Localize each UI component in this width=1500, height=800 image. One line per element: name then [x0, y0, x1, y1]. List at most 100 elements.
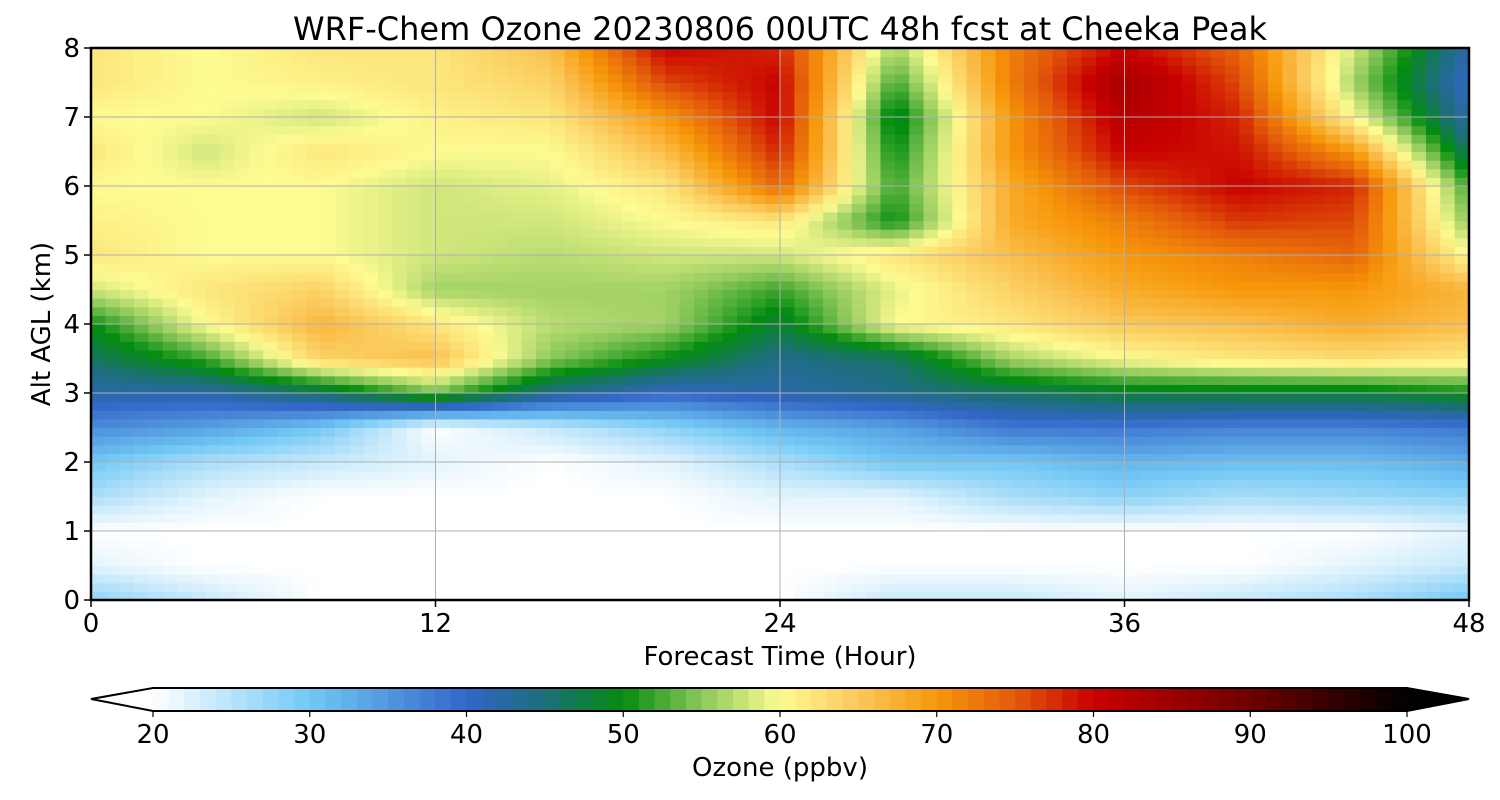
heatmap-cell: [435, 151, 451, 161]
heatmap-cell: [937, 194, 953, 204]
heatmap-cell: [1124, 496, 1140, 506]
heatmap-cell: [564, 349, 580, 360]
heatmap-cell: [392, 531, 408, 541]
heatmap-cell: [823, 565, 839, 575]
heatmap-cell: [1009, 349, 1025, 360]
heatmap-cell: [91, 565, 106, 575]
heatmap-cell: [162, 453, 178, 463]
heatmap-cell: [722, 220, 738, 230]
heatmap-cell: [1095, 470, 1111, 480]
heatmap-cell: [851, 462, 867, 472]
heatmap-cell: [1067, 418, 1083, 429]
heatmap-cell: [823, 470, 839, 480]
heatmap-cell: [1282, 349, 1298, 360]
heatmap-cell: [91, 142, 106, 153]
heatmap-cell: [1339, 427, 1355, 437]
heatmap-cell: [1425, 539, 1441, 549]
heatmap-cell: [277, 393, 293, 403]
heatmap-cell: [650, 479, 666, 489]
heatmap-cell: [177, 211, 193, 222]
heatmap-cell: [1009, 229, 1025, 239]
heatmap-cell: [1052, 237, 1068, 247]
heatmap-cell: [952, 280, 968, 291]
heatmap-cell: [478, 160, 494, 170]
heatmap-cell: [291, 186, 307, 196]
heatmap-cell: [435, 220, 451, 230]
heatmap-cell: [1440, 220, 1456, 230]
heatmap-cell: [449, 496, 465, 506]
heatmap-cell: [378, 177, 394, 187]
heatmap-cell: [607, 186, 623, 196]
heatmap-cell: [593, 229, 609, 239]
heatmap-cell: [607, 255, 623, 265]
heatmap-cell: [177, 505, 193, 515]
heatmap-cell: [1138, 220, 1154, 230]
heatmap-cell: [492, 272, 508, 282]
heatmap-cell: [91, 160, 106, 170]
heatmap-cell: [1382, 505, 1398, 515]
heatmap-cell: [607, 427, 623, 437]
heatmap-cell: [105, 582, 121, 592]
heatmap-cell: [134, 453, 150, 463]
heatmap-cell: [923, 401, 939, 411]
heatmap-cell: [177, 496, 193, 506]
heatmap-cell: [1024, 229, 1039, 239]
heatmap-cell: [593, 289, 609, 299]
heatmap-cell: [1024, 203, 1039, 213]
heatmap-cell: [894, 556, 910, 567]
heatmap-cell: [1382, 358, 1398, 368]
heatmap-cell: [636, 574, 652, 584]
heatmap-cell: [464, 358, 480, 368]
heatmap-cell: [780, 168, 795, 178]
heatmap-cell: [291, 263, 307, 273]
heatmap-cell: [421, 186, 437, 196]
heatmap-cell: [378, 186, 394, 196]
heatmap-cell: [622, 160, 638, 170]
heatmap-cell: [406, 367, 422, 377]
heatmap-cell: [794, 306, 810, 316]
heatmap-cell: [1268, 263, 1283, 273]
heatmap-cell: [421, 349, 437, 360]
heatmap-cell: [1196, 367, 1212, 377]
heatmap-cell: [1325, 453, 1341, 463]
heatmap-cell: [665, 470, 681, 480]
heatmap-cell: [435, 479, 451, 489]
heatmap-cell: [378, 496, 394, 506]
heatmap-cell: [392, 539, 408, 549]
heatmap-cell: [1382, 556, 1398, 567]
heatmap-cell: [320, 556, 336, 567]
heatmap-cell: [894, 418, 910, 429]
heatmap-cell: [464, 367, 480, 377]
heatmap-cell: [335, 565, 350, 575]
heatmap-cell: [492, 289, 508, 299]
heatmap-cell: [1052, 315, 1068, 325]
heatmap-cell: [248, 211, 264, 222]
heatmap-cell: [765, 246, 781, 256]
heatmap-cell: [693, 177, 709, 187]
heatmap-cell: [708, 358, 724, 368]
heatmap-cell: [1009, 582, 1025, 592]
heatmap-cell: [851, 539, 867, 549]
heatmap-cell: [1325, 418, 1341, 429]
heatmap-cell: [607, 177, 623, 187]
heatmap-cell: [1440, 436, 1456, 446]
heatmap-cell: [1268, 298, 1283, 308]
heatmap-cell: [1224, 358, 1240, 368]
heatmap-cell: [866, 505, 882, 515]
heatmap-cell: [1081, 444, 1097, 454]
heatmap-cell: [1167, 211, 1183, 222]
heatmap-cell: [880, 436, 896, 446]
heatmap-cell: [134, 177, 150, 187]
heatmap-cell: [1239, 315, 1255, 325]
heatmap-cell: [1210, 427, 1226, 437]
heatmap-cell: [1009, 539, 1025, 549]
heatmap-cell: [335, 470, 350, 480]
heatmap-cell: [320, 531, 336, 541]
heatmap-cell: [923, 341, 939, 351]
heatmap-cell: [1296, 298, 1312, 308]
heatmap-cell: [1038, 487, 1054, 498]
heatmap-cell: [1368, 574, 1384, 584]
heatmap-cell: [1268, 548, 1283, 558]
heatmap-cell: [263, 151, 279, 161]
heatmap-cell: [1095, 332, 1111, 342]
